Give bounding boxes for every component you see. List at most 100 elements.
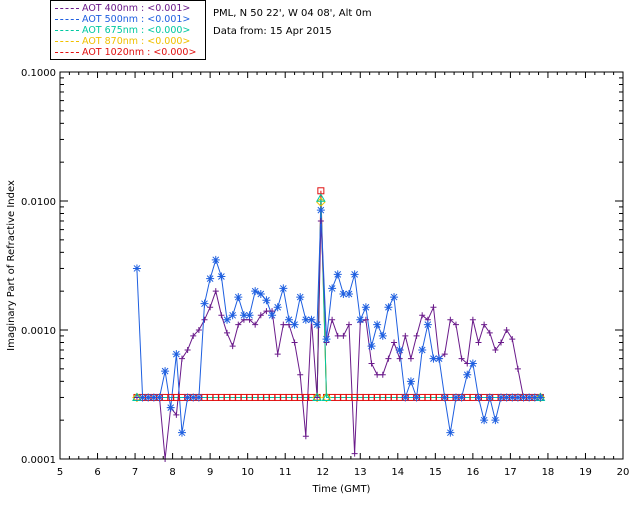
series-line-aot-870nm	[136, 202, 541, 398]
data-point-aot-500nm	[384, 303, 393, 312]
data-point-aot-500nm	[301, 315, 310, 324]
data-point-aot-400nm	[218, 312, 225, 319]
data-point-aot-400nm	[368, 360, 375, 367]
data-point-aot-400nm	[514, 365, 521, 372]
data-point-aot-400nm	[469, 316, 476, 323]
data-point-aot-400nm	[190, 332, 197, 339]
data-point-aot-400nm	[396, 355, 403, 362]
data-point-aot-500nm	[284, 315, 293, 324]
data-point-aot-500nm	[525, 393, 534, 402]
data-point-aot-400nm	[374, 371, 381, 378]
series-line-aot-675nm	[136, 198, 541, 398]
data-point-aot-400nm	[257, 312, 264, 319]
data-point-aot-400nm	[407, 355, 414, 362]
data-point-aot-500nm	[457, 393, 466, 402]
data-point-aot-500nm	[378, 331, 387, 340]
data-point-aot-400nm	[419, 312, 426, 319]
y-tick-label: 0.0100	[21, 197, 56, 208]
data-point-aot-500nm	[412, 393, 421, 402]
data-point-aot-500nm	[245, 311, 254, 320]
data-point-aot-500nm	[485, 393, 494, 402]
data-point-aot-400nm	[498, 339, 505, 346]
data-point-aot-500nm	[161, 367, 170, 376]
data-point-aot-400nm	[334, 332, 341, 339]
legend-label-870nm: AOT 870nm : <0.000>	[82, 36, 191, 47]
data-point-aot-500nm	[273, 303, 282, 312]
data-point-aot-400nm	[379, 371, 386, 378]
x-tick-label: 11	[279, 467, 292, 478]
data-point-aot-400nm	[509, 336, 516, 343]
data-point-aot-400nm	[173, 411, 180, 418]
data-point-aot-500nm	[519, 393, 528, 402]
legend-swatch-675nm	[55, 30, 79, 31]
legend-label-500nm: AOT 500nm : <0.001>	[82, 14, 191, 25]
legend-item-1020nm: AOT 1020nm : <0.000>	[55, 47, 196, 58]
data-point-aot-870nm	[321, 392, 332, 403]
x-tick-label: 5	[57, 467, 63, 478]
data-point-aot-500nm	[234, 293, 243, 302]
legend-label-1020nm: AOT 1020nm : <0.000>	[82, 47, 197, 58]
y-tick-label: 0.1000	[21, 68, 56, 79]
data-point-aot-400nm	[430, 304, 437, 311]
data-point-aot-400nm	[452, 321, 459, 328]
data-point-aot-500nm	[406, 377, 415, 386]
data-point-aot-500nm	[350, 270, 359, 279]
data-point-aot-400nm	[314, 394, 321, 401]
data-point-aot-500nm	[144, 393, 153, 402]
data-point-aot-500nm	[200, 299, 209, 308]
legend-label-675nm: AOT 675nm : <0.000>	[82, 25, 191, 36]
data-point-aot-400nm	[413, 332, 420, 339]
data-point-aot-500nm	[166, 403, 175, 412]
data-point-aot-500nm	[367, 342, 376, 351]
data-point-aot-500nm	[262, 296, 271, 305]
data-point-aot-400nm	[346, 321, 353, 328]
data-point-aot-500nm	[423, 320, 432, 329]
data-point-aot-500nm	[228, 311, 237, 320]
data-point-aot-500nm	[480, 416, 489, 425]
x-tick-label: 6	[94, 467, 100, 478]
data-point-aot-400nm	[441, 351, 448, 358]
data-point-aot-500nm	[223, 315, 232, 324]
data-point-aot-500nm	[468, 359, 477, 368]
data-point-aot-500nm	[290, 320, 299, 329]
data-point-aot-500nm	[256, 290, 265, 299]
data-point-aot-500nm	[149, 393, 158, 402]
data-point-aot-500nm	[194, 393, 203, 402]
data-point-aot-400nm	[224, 329, 231, 336]
x-tick-label: 13	[354, 467, 367, 478]
data-point-aot-500nm	[316, 206, 325, 215]
data-point-aot-500nm	[333, 270, 342, 279]
data-point-aot-500nm	[328, 284, 337, 293]
data-point-aot-400nm	[252, 321, 259, 328]
y-tick-label: 0.0010	[21, 326, 56, 337]
legend-item-870nm: AOT 870nm : <0.000>	[55, 36, 190, 47]
data-point-aot-400nm	[195, 327, 202, 333]
data-point-aot-500nm	[313, 320, 322, 329]
data-point-aot-400nm	[229, 343, 236, 350]
legend-label-400nm: AOT 400nm : <0.001>	[82, 3, 191, 14]
x-tick-label: 17	[504, 467, 517, 478]
legend: AOT 400nm : <0.001> AOT 500nm : <0.001> …	[50, 0, 206, 60]
data-point-aot-400nm	[302, 433, 309, 440]
data-point-aot-400nm	[178, 355, 185, 362]
x-tick-label: 19	[579, 467, 592, 478]
data-point-aot-500nm	[132, 264, 141, 273]
site-info: PML, N 50 22', W 04 08', Alt 0m	[213, 8, 372, 19]
data-point-aot-500nm	[395, 345, 404, 354]
data-point-aot-500nm	[356, 315, 365, 324]
data-point-aot-500nm	[189, 393, 198, 402]
legend-swatch-870nm	[55, 41, 79, 42]
legend-swatch-1020nm	[55, 52, 79, 53]
x-tick-label: 16	[466, 467, 479, 478]
data-point-aot-400nm	[235, 321, 242, 328]
data-point-aot-870nm	[132, 392, 142, 403]
x-tick-label: 7	[132, 467, 138, 478]
data-point-aot-500nm	[435, 354, 444, 363]
data-point-aot-500nm	[513, 393, 522, 402]
data-point-aot-500nm	[279, 284, 288, 293]
data-point-aot-500nm	[474, 393, 483, 402]
data-point-aot-500nm	[345, 290, 354, 299]
data-point-aot-400nm	[212, 288, 219, 295]
data-point-aot-500nm	[322, 335, 331, 344]
